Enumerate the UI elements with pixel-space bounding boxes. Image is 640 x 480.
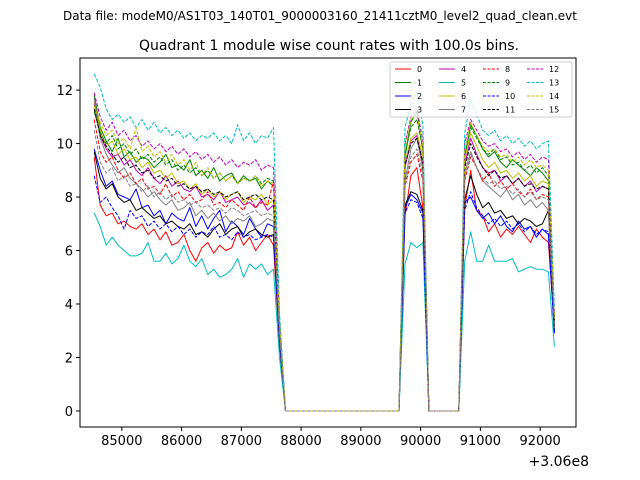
y-tick-label: 0 — [65, 405, 73, 420]
legend-frame — [389, 61, 573, 118]
legend-label-8: 8 — [505, 65, 510, 74]
legend-label-2: 2 — [417, 92, 422, 101]
x-tick-label: 87000 — [221, 434, 262, 449]
plot-area: 85000 86000 87000 88000 89000 90000 91000 92000… — [56, 57, 589, 470]
y-tick-label: 12 — [56, 84, 73, 99]
legend-label-1: 1 — [417, 79, 422, 88]
x-tick-label: 91000 — [460, 434, 501, 449]
legend-label-7: 7 — [461, 106, 466, 115]
legend-label-15: 15 — [549, 106, 559, 115]
series-layer — [93, 73, 555, 412]
y-tick-label: 6 — [65, 245, 73, 260]
x-tick-label: 86000 — [161, 434, 202, 449]
y-tick-label: 10 — [56, 138, 73, 153]
y-axis: 0 2 4 6 8 10 12 — [56, 84, 80, 420]
legend-label-9: 9 — [505, 79, 510, 88]
legend-label-12: 12 — [549, 65, 559, 74]
legend-label-4: 4 — [461, 65, 466, 74]
legend-label-0: 0 — [417, 65, 422, 74]
figure-suptitle: Data file: modeM0/AS1T03_140T01_90000031… — [63, 9, 577, 23]
x-axis-offset-label: +3.06e8 — [529, 454, 589, 470]
x-tick-label: 88000 — [280, 434, 321, 449]
chart-title: Quadrant 1 module wise count rates with … — [139, 38, 519, 54]
y-tick-label: 4 — [65, 298, 73, 313]
legend-label-5: 5 — [461, 79, 466, 88]
legend-label-14: 14 — [549, 92, 559, 101]
legend-label-10: 10 — [505, 92, 515, 101]
legend-label-3: 3 — [417, 106, 422, 115]
x-tick-label: 85000 — [101, 434, 142, 449]
legend-label-11: 11 — [505, 106, 515, 115]
x-tick-label: 89000 — [340, 434, 381, 449]
series-line-15 — [93, 130, 555, 412]
x-axis: 85000 86000 87000 88000 89000 90000 91000 92000 — [101, 427, 561, 449]
x-tick-label: 92000 — [519, 434, 560, 449]
y-tick-label: 2 — [65, 351, 73, 366]
legend-label-13: 13 — [549, 79, 559, 88]
axes-frame — [79, 57, 577, 428]
legend-label-6: 6 — [461, 92, 466, 101]
series-line-14 — [93, 105, 555, 412]
y-tick-label: 8 — [65, 191, 73, 206]
x-tick-label: 90000 — [400, 434, 441, 449]
